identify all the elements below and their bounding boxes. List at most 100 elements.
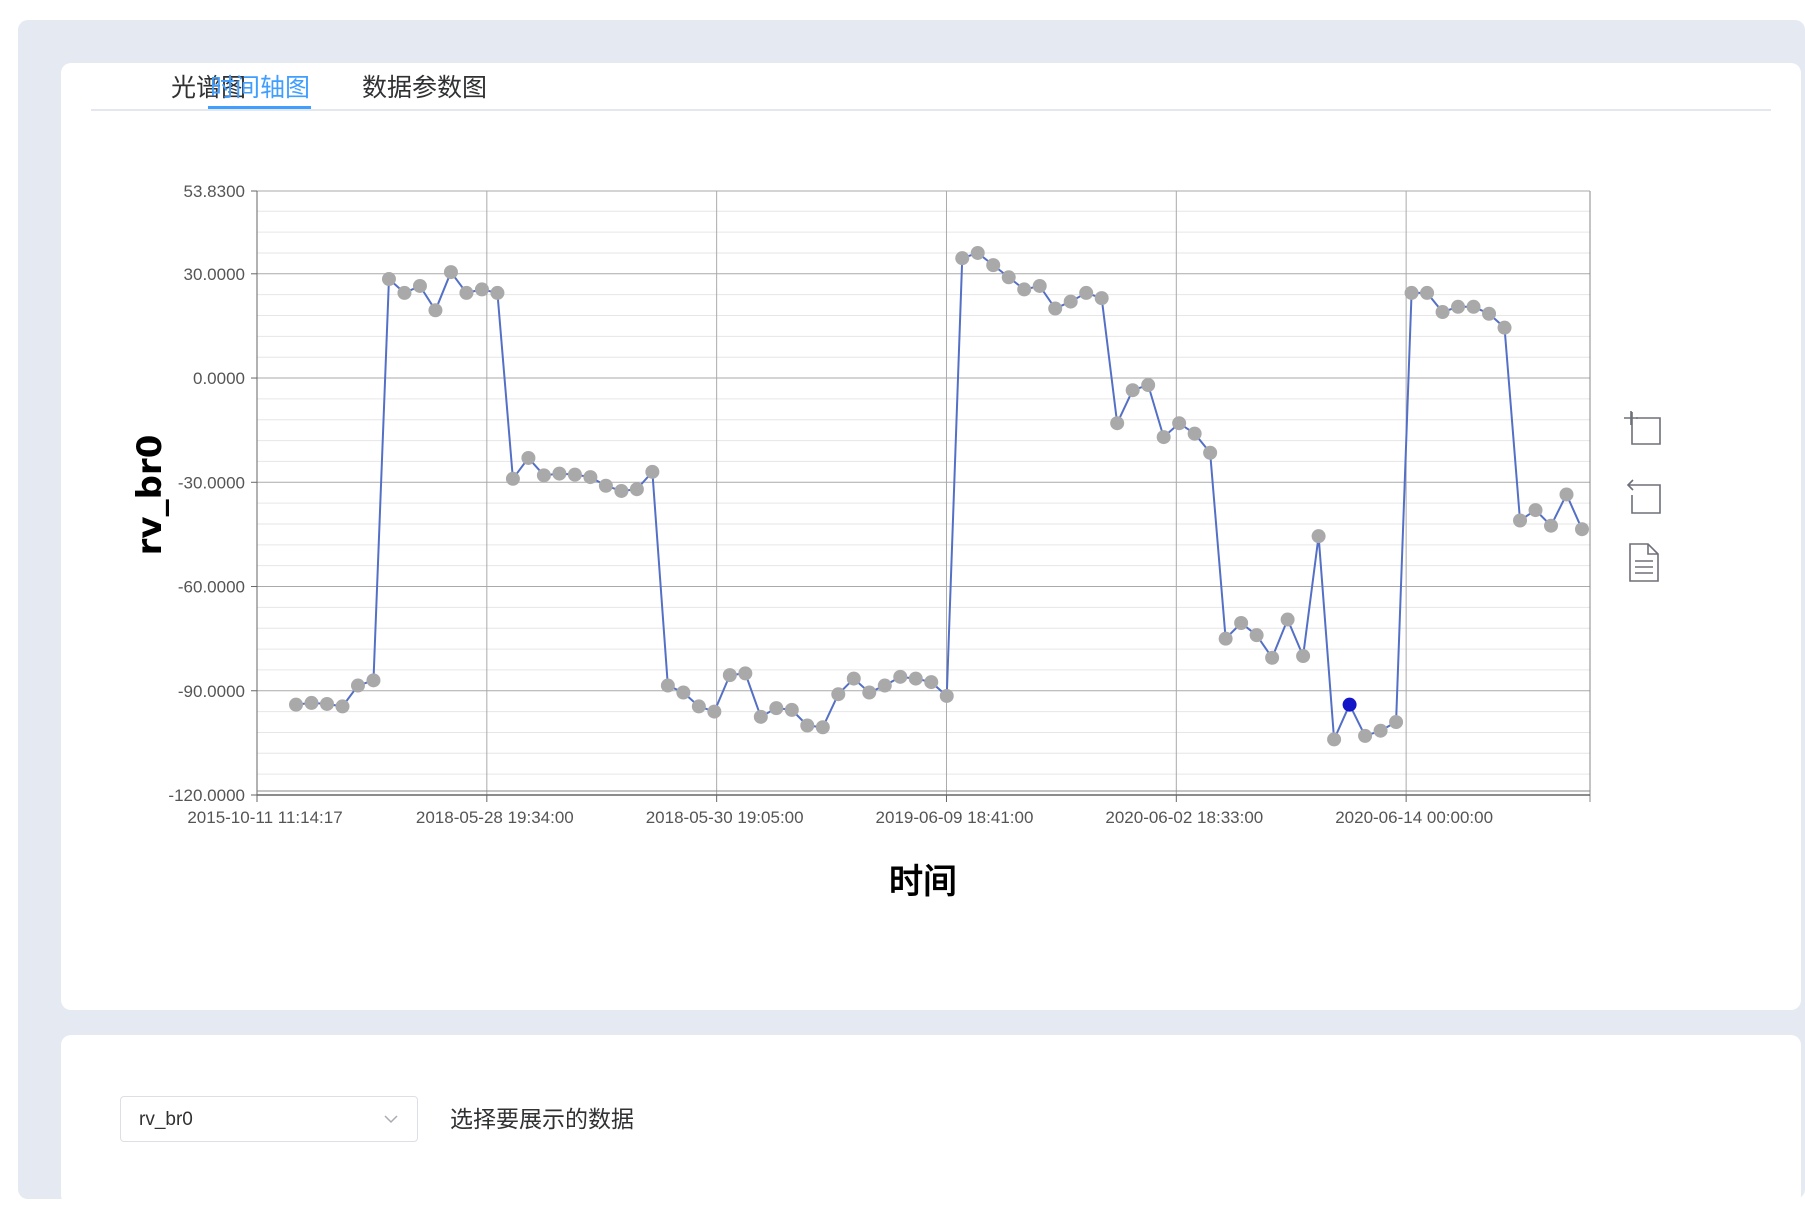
x-tick-label: 2020-06-02 18:33:00 [1105,808,1263,827]
data-point[interactable] [490,285,505,300]
data-point[interactable] [1079,285,1094,300]
data-point[interactable] [1435,305,1450,320]
data-point[interactable] [289,697,303,712]
data-point[interactable] [831,687,846,702]
zoom-reset-icon[interactable] [1622,475,1662,515]
data-point[interactable] [1451,299,1466,314]
data-point[interactable] [1311,529,1326,544]
data-point[interactable] [924,675,939,690]
data-point[interactable] [970,245,985,260]
data-point[interactable] [707,704,722,719]
data-point[interactable] [1156,430,1171,445]
data-point[interactable] [893,669,908,684]
data-point[interactable] [877,678,892,693]
data-point[interactable] [1420,285,1435,300]
data-point[interactable] [319,696,334,711]
data-point[interactable] [1513,513,1528,528]
x-tick-label: 2020-06-14 00:00:00 [1335,808,1493,827]
tab-spectrum[interactable]: 光谱图 [171,74,247,102]
data-select[interactable]: rv_br0 [120,1096,418,1142]
tab-data-params[interactable]: 数据参数图 [362,74,488,102]
data-point[interactable] [1048,301,1063,316]
data-point[interactable] [955,251,970,266]
data-point[interactable] [1063,294,1078,309]
data-point[interactable] [350,678,365,693]
data-point[interactable] [335,699,350,714]
data-point[interactable] [598,478,613,493]
data-point[interactable] [815,720,830,735]
data-select-hint: 选择要展示的数据 [450,1106,634,1132]
data-point[interactable] [645,464,660,479]
selector-card: rv_br0 选择要展示的数据 [61,1035,1801,1205]
data-point[interactable] [567,467,582,482]
data-point[interactable] [614,483,629,498]
data-point[interactable] [800,718,815,733]
data-point[interactable] [1094,291,1109,306]
data-point[interactable] [660,678,675,693]
data-point[interactable] [1017,282,1032,297]
data-point[interactable] [738,666,753,681]
data-point[interactable] [1358,728,1373,743]
data-point[interactable] [583,470,598,485]
data-point[interactable] [1528,503,1543,518]
y-axis-title: rv_br0 [130,435,170,556]
data-point[interactable] [1249,628,1264,643]
data-point[interactable] [908,671,923,686]
data-point[interactable] [1218,631,1233,646]
data-point[interactable] [1280,612,1295,627]
data-point[interactable] [459,285,474,300]
timeline-chart: 53.8300 30.0000 0.0000 -30.0000 -60.0000 -90.… [130,182,1662,902]
data-point[interactable] [846,671,861,686]
data-point[interactable] [784,702,799,717]
data-point[interactable] [676,685,691,700]
data-point[interactable] [753,709,768,724]
data-point[interactable] [769,701,784,716]
data-point[interactable] [1032,278,1047,293]
data-point[interactable] [1482,306,1497,321]
data-point[interactable] [691,699,706,714]
data-point[interactable] [1265,650,1280,665]
data-point[interactable] [986,258,1001,273]
data-point[interactable] [1373,723,1388,738]
data-point[interactable] [552,466,567,481]
data-point[interactable] [1187,426,1202,441]
data-point[interactable] [1466,299,1481,314]
data-point[interactable] [1404,285,1419,300]
data-point[interactable] [397,285,412,300]
data-point[interactable] [1110,416,1125,431]
data-zoom-icon[interactable] [1622,408,1662,448]
chevron-down-icon [384,1115,398,1124]
data-point[interactable] [1203,445,1218,460]
data-point[interactable] [412,278,427,293]
data-point[interactable] [443,265,458,280]
data-point[interactable] [1559,487,1574,502]
data-view-icon[interactable] [1622,541,1662,583]
data-point[interactable] [939,688,954,703]
data-point[interactable] [1544,518,1559,533]
data-point[interactable] [1497,320,1512,335]
data-point[interactable] [505,471,520,486]
data-point[interactable] [1327,732,1342,747]
data-point[interactable] [474,282,489,297]
data-point[interactable] [1001,270,1016,285]
data-point[interactable] [521,450,536,465]
data-point[interactable] [536,468,551,483]
data-point-highlighted[interactable] [1342,697,1357,712]
data-point[interactable] [1172,416,1187,431]
data-point[interactable] [381,272,396,287]
data-point[interactable] [304,695,319,710]
data-point[interactable] [629,482,644,497]
data-point[interactable] [366,673,381,688]
data-point[interactable] [428,303,443,318]
tab-timeline[interactable]: 时间轴图 [210,74,311,102]
data-point[interactable] [1296,649,1311,664]
data-point[interactable] [722,668,737,683]
data-point[interactable] [1125,383,1140,398]
data-point[interactable] [1141,377,1156,392]
data-point[interactable] [1389,715,1404,730]
x-tick-label: 2018-05-30 19:05:00 [646,808,804,827]
data-point[interactable] [1575,522,1589,537]
data-point[interactable] [862,685,877,700]
data-point[interactable] [1234,616,1249,631]
y-tick-label: -90.0000 [178,682,245,701]
